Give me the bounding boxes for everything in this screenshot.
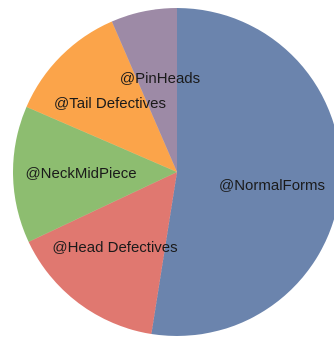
slice-label: @Tail Defectives: [54, 95, 166, 112]
pie-slice: [26, 21, 178, 173]
slice-label: @PinHeads: [120, 70, 200, 87]
pie-slices: [12, 7, 334, 336]
pie-labels: @NormalForms @Head Defectives @NeckMidPiec…: [25, 70, 325, 256]
slice-label: @Head Defectives: [52, 239, 177, 256]
pie-slice: [28, 172, 177, 334]
slice-label: @NormalForms: [219, 177, 325, 194]
pie-slice: [12, 106, 178, 242]
pie-slice: [151, 8, 334, 336]
pie-slice: [111, 7, 177, 172]
slice-label: @NeckMidPiece: [25, 165, 136, 182]
